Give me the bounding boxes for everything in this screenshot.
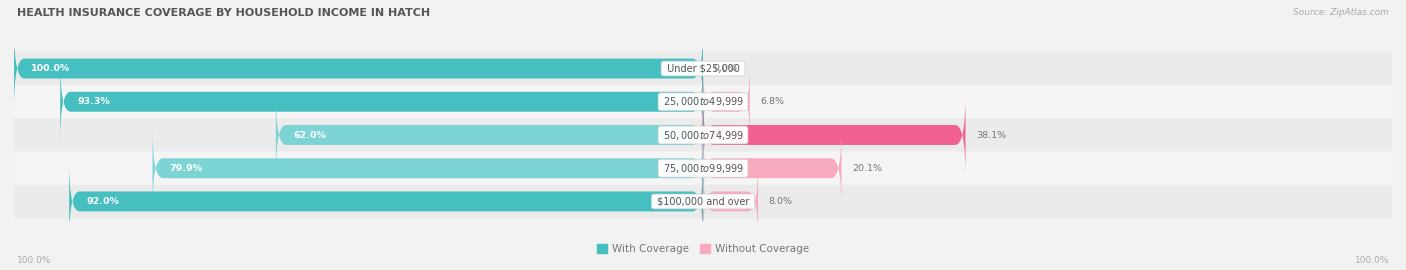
FancyBboxPatch shape (14, 118, 1392, 152)
FancyBboxPatch shape (276, 95, 703, 175)
Text: $100,000 and over: $100,000 and over (654, 197, 752, 207)
Text: $75,000 to $99,999: $75,000 to $99,999 (661, 162, 745, 175)
FancyBboxPatch shape (703, 62, 749, 142)
FancyBboxPatch shape (703, 128, 841, 208)
Text: 79.9%: 79.9% (170, 164, 202, 173)
Text: 93.3%: 93.3% (77, 97, 110, 106)
Text: 100.0%: 100.0% (1354, 256, 1389, 265)
FancyBboxPatch shape (14, 29, 703, 109)
Text: 100.0%: 100.0% (31, 64, 70, 73)
Text: 6.8%: 6.8% (761, 97, 785, 106)
FancyBboxPatch shape (703, 161, 758, 241)
FancyBboxPatch shape (14, 185, 1392, 218)
Text: 38.1%: 38.1% (976, 130, 1005, 140)
Text: 20.1%: 20.1% (852, 164, 882, 173)
Text: $25,000 to $49,999: $25,000 to $49,999 (661, 95, 745, 108)
FancyBboxPatch shape (60, 62, 703, 142)
Legend: With Coverage, Without Coverage: With Coverage, Without Coverage (596, 244, 810, 254)
Text: 92.0%: 92.0% (86, 197, 120, 206)
Text: 62.0%: 62.0% (292, 130, 326, 140)
Text: Under $25,000: Under $25,000 (664, 63, 742, 73)
FancyBboxPatch shape (69, 161, 703, 241)
Text: 100.0%: 100.0% (17, 256, 52, 265)
Text: HEALTH INSURANCE COVERAGE BY HOUSEHOLD INCOME IN HATCH: HEALTH INSURANCE COVERAGE BY HOUSEHOLD I… (17, 8, 430, 18)
Text: 8.0%: 8.0% (769, 197, 793, 206)
Text: Source: ZipAtlas.com: Source: ZipAtlas.com (1294, 8, 1389, 17)
FancyBboxPatch shape (14, 152, 1392, 185)
FancyBboxPatch shape (152, 128, 703, 208)
Text: 0.0%: 0.0% (713, 64, 737, 73)
FancyBboxPatch shape (703, 95, 966, 175)
Text: $50,000 to $74,999: $50,000 to $74,999 (661, 129, 745, 141)
FancyBboxPatch shape (14, 52, 1392, 85)
FancyBboxPatch shape (14, 85, 1392, 118)
